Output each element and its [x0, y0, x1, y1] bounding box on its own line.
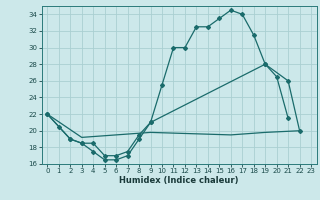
X-axis label: Humidex (Indice chaleur): Humidex (Indice chaleur): [119, 176, 239, 185]
